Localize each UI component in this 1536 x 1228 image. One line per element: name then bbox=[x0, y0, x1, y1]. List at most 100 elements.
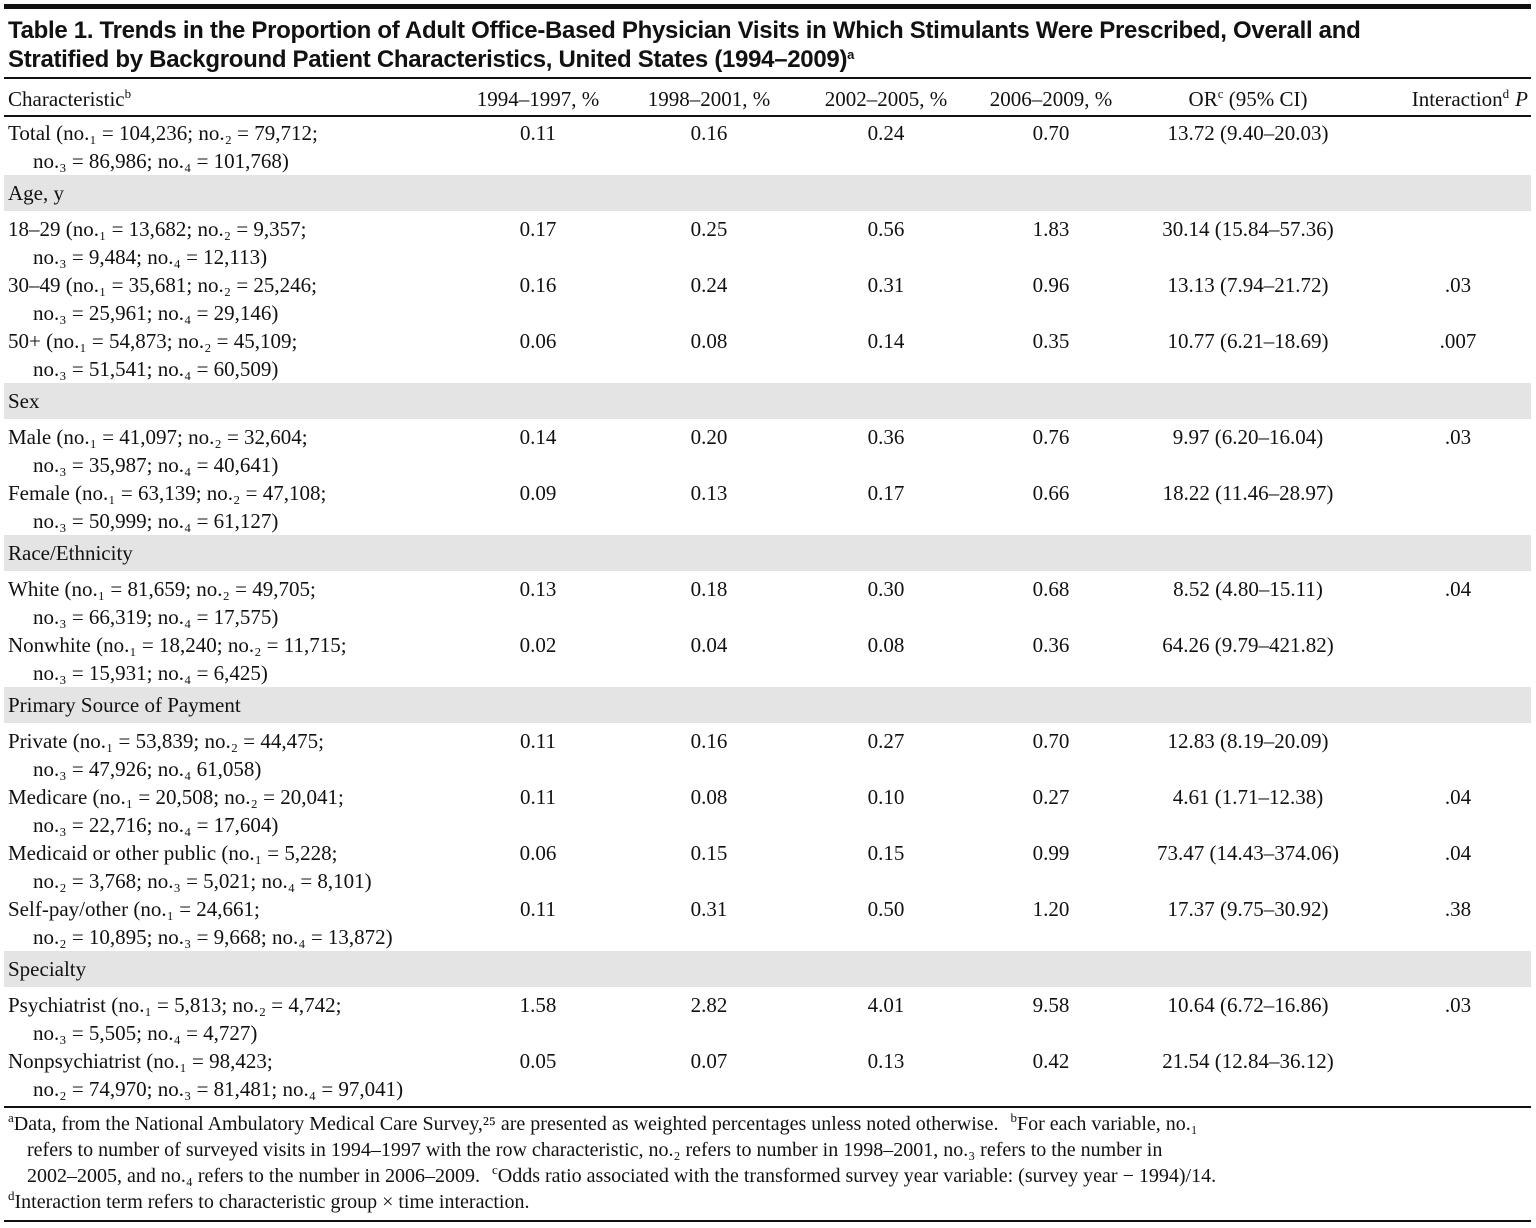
odds-ratio: 4.61 (1.71–12.38) bbox=[1172, 785, 1324, 809]
cell-value: 0.36 bbox=[1032, 633, 1070, 657]
column-header: Characteristicb bbox=[8, 85, 131, 113]
footnote: dInteraction term refers to characterist… bbox=[8, 1189, 529, 1215]
cell-value: 0.16 bbox=[519, 273, 557, 297]
row-label: Female (no.₁ = 63,139; no.₂ = 47,108; bbox=[8, 481, 327, 505]
cell-value: 0.76 bbox=[1032, 425, 1070, 449]
cell-value: 0.99 bbox=[1032, 841, 1070, 865]
row-label: Medicaid or other public (no.₁ = 5,228; bbox=[8, 841, 338, 865]
cell-value: 0.04 bbox=[690, 633, 728, 657]
cell-value: 0.11 bbox=[520, 121, 556, 145]
cell-value: 0.16 bbox=[690, 729, 728, 753]
cell-value: 0.50 bbox=[867, 897, 905, 921]
interaction-p: .04 bbox=[1444, 577, 1472, 601]
footnote-text: For each variable, no.₁ bbox=[1016, 1113, 1198, 1135]
footnote-text: Interaction term refers to characteristi… bbox=[14, 1191, 530, 1213]
cell-value: 0.09 bbox=[519, 481, 557, 505]
cell-value: 0.24 bbox=[690, 273, 728, 297]
cell-value: 0.15 bbox=[690, 841, 728, 865]
footnote-mark: c bbox=[492, 1162, 498, 1177]
row-label: no.₃ = 50,999; no.₄ = 61,127) bbox=[33, 509, 279, 533]
row-label: no.₃ = 51,541; no.₄ = 60,509) bbox=[33, 357, 279, 381]
header-text: 2002–2005, % bbox=[824, 87, 948, 111]
section-band bbox=[4, 951, 1531, 987]
odds-ratio: 8.52 (4.80–15.11) bbox=[1173, 577, 1323, 601]
title-line: Table 1. Trends in the Proportion of Adu… bbox=[8, 17, 1361, 44]
row-label: Nonwhite (no.₁ = 18,240; no.₂ = 11,715; bbox=[8, 633, 347, 657]
row-label: no.₂ = 3,768; no.₃ = 5,021; no.₄ = 8,101… bbox=[33, 869, 372, 893]
column-header: 2006–2009, % bbox=[990, 85, 1113, 113]
row-label: 50+ (no.₁ = 54,873; no.₂ = 45,109; bbox=[8, 329, 298, 353]
odds-ratio: 10.64 (6.72–16.86) bbox=[1167, 993, 1329, 1017]
cell-value: 0.17 bbox=[867, 481, 905, 505]
cell-value: 0.27 bbox=[867, 729, 905, 753]
cell-value: 0.08 bbox=[867, 633, 905, 657]
cell-value: 0.06 bbox=[519, 841, 557, 865]
header-text: OR bbox=[1188, 87, 1218, 111]
cell-value: 0.14 bbox=[519, 425, 557, 449]
odds-ratio: 9.97 (6.20–16.04) bbox=[1172, 425, 1324, 449]
footnote-mark: d bbox=[8, 1188, 15, 1203]
cell-value: 0.11 bbox=[520, 729, 556, 753]
section-band bbox=[4, 175, 1531, 211]
section-label: Age, y bbox=[8, 181, 64, 205]
row-label: Nonpsychiatrist (no.₁ = 98,423; bbox=[8, 1049, 273, 1073]
row-label: no.₃ = 22,716; no.₄ = 17,604) bbox=[33, 813, 279, 837]
header-text: 1994–1997, % bbox=[476, 87, 600, 111]
odds-ratio: 13.72 (9.40–20.03) bbox=[1167, 121, 1329, 145]
column-header: ORc (95% CI) bbox=[1189, 85, 1308, 113]
cell-value: 0.70 bbox=[1032, 729, 1070, 753]
cell-value: 0.16 bbox=[690, 121, 728, 145]
row-label: Self-pay/other (no.₁ = 24,661; bbox=[8, 897, 260, 921]
header-suffix: P bbox=[1515, 87, 1528, 111]
header-note: c bbox=[1217, 86, 1224, 101]
row-label: no.₃ = 5,505; no.₄ = 4,727) bbox=[33, 1021, 258, 1045]
odds-ratio: 13.13 (7.94–21.72) bbox=[1167, 273, 1329, 297]
footnote: 2002–2005, and no.₄ refers to the number… bbox=[27, 1163, 1216, 1189]
title-note: a bbox=[847, 47, 855, 62]
row-label: no.₃ = 9,484; no.₄ = 12,113) bbox=[33, 245, 268, 269]
interaction-p: .03 bbox=[1444, 425, 1472, 449]
row-label: no.₂ = 10,895; no.₃ = 9,668; no.₄ = 13,8… bbox=[33, 925, 393, 949]
column-header: 2002–2005, % bbox=[825, 85, 948, 113]
header-top-rule bbox=[4, 77, 1531, 79]
cell-value: 0.13 bbox=[519, 577, 557, 601]
odds-ratio: 64.26 (9.79–421.82) bbox=[1162, 633, 1334, 657]
column-header: 1994–1997, % bbox=[477, 85, 600, 113]
cell-value: 9.58 bbox=[1032, 993, 1070, 1017]
row-label: Total (no.₁ = 104,236; no.₂ = 79,712; bbox=[8, 121, 318, 145]
footnote: refers to number of surveyed visits in 1… bbox=[27, 1139, 1163, 1161]
footnote-text: 2002–2005, and no.₄ refers to the number… bbox=[27, 1165, 481, 1187]
cell-value: 0.68 bbox=[1032, 577, 1070, 601]
row-label: Psychiatrist (no.₁ = 5,813; no.₂ = 4,742… bbox=[8, 993, 342, 1017]
row-label: 18–29 (no.₁ = 13,682; no.₂ = 9,357; bbox=[8, 217, 307, 241]
odds-ratio: 10.77 (6.21–18.69) bbox=[1167, 329, 1329, 353]
interaction-p: .04 bbox=[1444, 841, 1472, 865]
footnote-text: Data, from the National Ambulatory Medic… bbox=[13, 1113, 999, 1135]
footnote-mark: a bbox=[8, 1110, 14, 1125]
odds-ratio: 30.14 (15.84–57.36) bbox=[1162, 217, 1334, 241]
row-label: 30–49 (no.₁ = 35,681; no.₂ = 25,246; bbox=[8, 273, 317, 297]
cell-value: 0.27 bbox=[1032, 785, 1070, 809]
cell-value: 1.20 bbox=[1032, 897, 1070, 921]
footnote-text: Odds ratio associated with the transform… bbox=[497, 1165, 1217, 1187]
cell-value: 0.42 bbox=[1032, 1049, 1070, 1073]
interaction-p: .007 bbox=[1439, 329, 1477, 353]
cell-value: 0.08 bbox=[690, 329, 728, 353]
section-label: Sex bbox=[8, 389, 40, 413]
section-label: Specialty bbox=[8, 957, 87, 981]
header-text: 2006–2009, % bbox=[989, 87, 1113, 111]
cell-value: 0.25 bbox=[690, 217, 728, 241]
cell-value: 0.18 bbox=[690, 577, 728, 601]
odds-ratio: 73.47 (14.43–374.06) bbox=[1157, 841, 1339, 865]
cell-value: 0.70 bbox=[1032, 121, 1070, 145]
odds-ratio: 21.54 (12.84–36.12) bbox=[1162, 1049, 1334, 1073]
header-text: 1998–2001, % bbox=[647, 87, 771, 111]
cell-value: 0.31 bbox=[867, 273, 905, 297]
odds-ratio: 17.37 (9.75–30.92) bbox=[1167, 897, 1329, 921]
row-label: Private (no.₁ = 53,839; no.₂ = 44,475; bbox=[8, 729, 324, 753]
cell-value: 0.36 bbox=[867, 425, 905, 449]
row-label: White (no.₁ = 81,659; no.₂ = 49,705; bbox=[8, 577, 316, 601]
cell-value: 1.83 bbox=[1032, 217, 1070, 241]
cell-value: 0.10 bbox=[867, 785, 905, 809]
